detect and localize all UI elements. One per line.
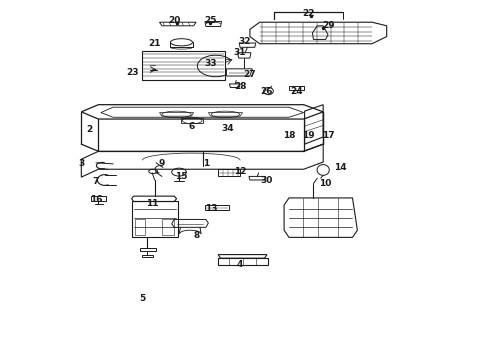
Text: 23: 23 — [126, 68, 139, 77]
Text: 30: 30 — [261, 176, 273, 185]
Text: 20: 20 — [168, 16, 180, 25]
Text: 11: 11 — [146, 199, 158, 208]
Text: 18: 18 — [283, 131, 295, 140]
Text: 17: 17 — [322, 131, 334, 140]
Text: 12: 12 — [234, 167, 246, 176]
Text: 10: 10 — [319, 179, 332, 188]
Text: 8: 8 — [193, 231, 199, 240]
Text: 32: 32 — [239, 37, 251, 46]
Text: 31: 31 — [234, 48, 246, 57]
Text: 28: 28 — [234, 82, 246, 91]
Text: 9: 9 — [159, 159, 165, 168]
Text: 33: 33 — [204, 59, 217, 68]
Text: 29: 29 — [322, 21, 334, 30]
Text: 25: 25 — [204, 16, 217, 25]
Text: 34: 34 — [221, 123, 234, 132]
Text: 26: 26 — [261, 86, 273, 95]
Text: 1: 1 — [203, 159, 209, 168]
Text: 27: 27 — [244, 70, 256, 79]
Text: 6: 6 — [188, 122, 195, 131]
Text: 16: 16 — [90, 195, 102, 204]
Text: 21: 21 — [148, 39, 161, 48]
Text: 7: 7 — [93, 177, 99, 186]
Text: 22: 22 — [302, 9, 315, 18]
Text: 24: 24 — [290, 86, 303, 95]
Text: 4: 4 — [237, 260, 244, 269]
Text: 14: 14 — [334, 163, 346, 172]
Text: 3: 3 — [78, 159, 84, 168]
Text: 5: 5 — [139, 294, 146, 303]
Text: 13: 13 — [204, 204, 217, 213]
Text: 19: 19 — [302, 131, 315, 140]
Text: 2: 2 — [87, 125, 93, 134]
Text: 15: 15 — [175, 172, 188, 181]
